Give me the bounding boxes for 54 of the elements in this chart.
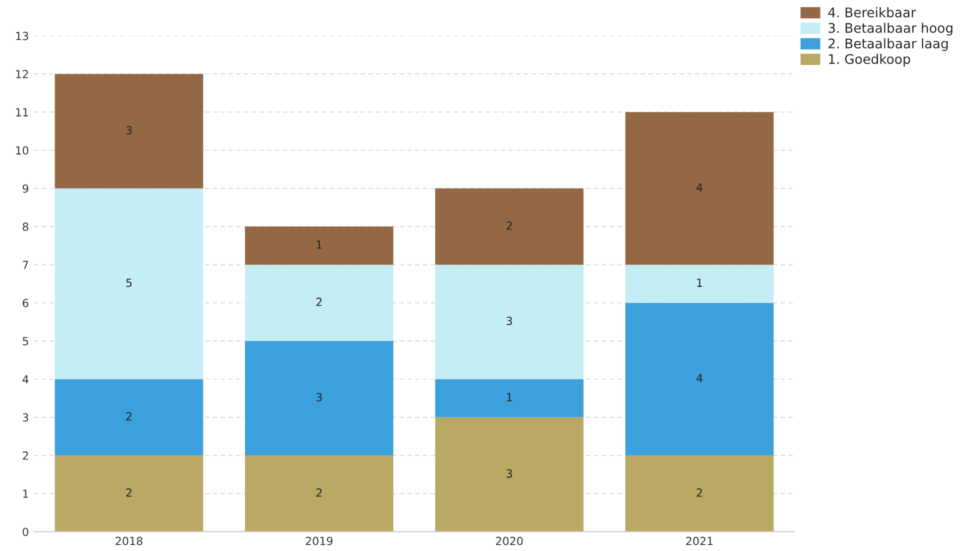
y-tick-label: 11 — [16, 108, 28, 116]
x-tick-label: 2021 — [686, 536, 713, 546]
data-label: 4 — [696, 183, 702, 192]
y-tick-label: 2 — [22, 451, 28, 460]
bar — [54, 455, 204, 532]
bar — [54, 74, 204, 188]
bar — [625, 455, 774, 532]
y-tick-label: 8 — [22, 222, 28, 231]
bar — [54, 379, 204, 456]
data-label: 2 — [316, 298, 322, 306]
data-label: 3 — [316, 393, 322, 402]
data-label: 1 — [697, 278, 702, 287]
legend-label: 1. Goedkoop — [829, 54, 910, 67]
data-label: 3 — [506, 316, 512, 326]
bar — [245, 264, 394, 341]
data-label: 3 — [506, 469, 512, 478]
data-label: 3 — [126, 126, 132, 134]
data-label: 1 — [316, 240, 322, 249]
data-label: 1 — [507, 393, 512, 402]
y-tick-label: 1 — [23, 490, 28, 498]
data-label: 2 — [316, 488, 322, 497]
bar — [245, 226, 394, 265]
bar — [625, 302, 774, 456]
y-tick-label: 6 — [22, 298, 28, 308]
data-label: 2 — [696, 488, 702, 497]
y-tick-label: 13 — [16, 32, 28, 40]
bar — [625, 264, 774, 303]
y-tick-label: 9 — [22, 184, 28, 193]
bar — [435, 188, 584, 265]
y-tick-label: 10 — [16, 146, 28, 155]
data-label: 2 — [506, 221, 512, 230]
bar — [54, 188, 204, 380]
legend-label: 2. Betaalbaar laag — [828, 38, 948, 52]
data-label: 5 — [126, 278, 132, 287]
y-tick-label: 3 — [22, 413, 28, 422]
bar — [245, 455, 394, 532]
legend-label: 3. Betaalbaar hoog — [828, 22, 952, 36]
bar — [435, 264, 584, 380]
data-label: 4 — [696, 374, 702, 382]
bar — [245, 340, 394, 456]
x-tick-label: 2018 — [116, 536, 142, 546]
y-tick-label: 0 — [22, 528, 28, 536]
data-label: 2 — [126, 488, 132, 497]
legend-label: 4. Bereikbaar — [828, 7, 916, 18]
y-tick-label: 12 — [16, 70, 28, 78]
x-tick-label: 2019 — [306, 536, 333, 546]
x-tick-label: 2020 — [496, 536, 523, 546]
y-tick-label: 5 — [22, 337, 28, 346]
data-label: 2 — [126, 412, 132, 420]
bar — [435, 417, 584, 532]
y-tick-label: 4 — [22, 375, 28, 384]
bar — [435, 379, 584, 418]
bar — [625, 112, 774, 265]
y-tick-label: 7 — [22, 260, 28, 269]
